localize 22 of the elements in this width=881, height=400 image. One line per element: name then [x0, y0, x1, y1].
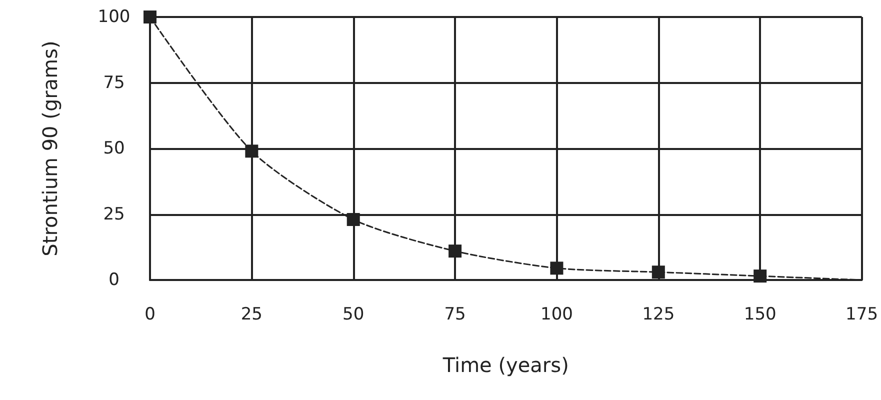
y-tick-label: 100	[98, 7, 130, 27]
y-axis-title: Strontium 90 (grams)	[38, 40, 62, 256]
x-tick-label: 125	[642, 304, 675, 324]
x-tick-label: 175	[846, 304, 878, 324]
y-tick-label: 75	[103, 72, 125, 93]
y-tick-label: 0	[108, 270, 120, 290]
x-tick-label: 100	[540, 304, 573, 324]
y-tick-label: 50	[103, 138, 125, 158]
point	[550, 262, 564, 275]
point	[652, 266, 665, 279]
x-axis-title: Time (years)	[442, 353, 569, 377]
x-tick-label: 150	[744, 304, 776, 324]
x-tick-label: 75	[444, 304, 466, 324]
y-tick-label: 25	[103, 204, 125, 224]
point	[144, 10, 156, 24]
x-tick-label: 25	[240, 304, 263, 324]
point	[346, 213, 360, 226]
point	[245, 144, 258, 158]
point	[448, 244, 462, 258]
x-tick-label: 50	[342, 304, 364, 324]
x-tick-label: 0	[144, 304, 156, 324]
point	[754, 270, 767, 283]
